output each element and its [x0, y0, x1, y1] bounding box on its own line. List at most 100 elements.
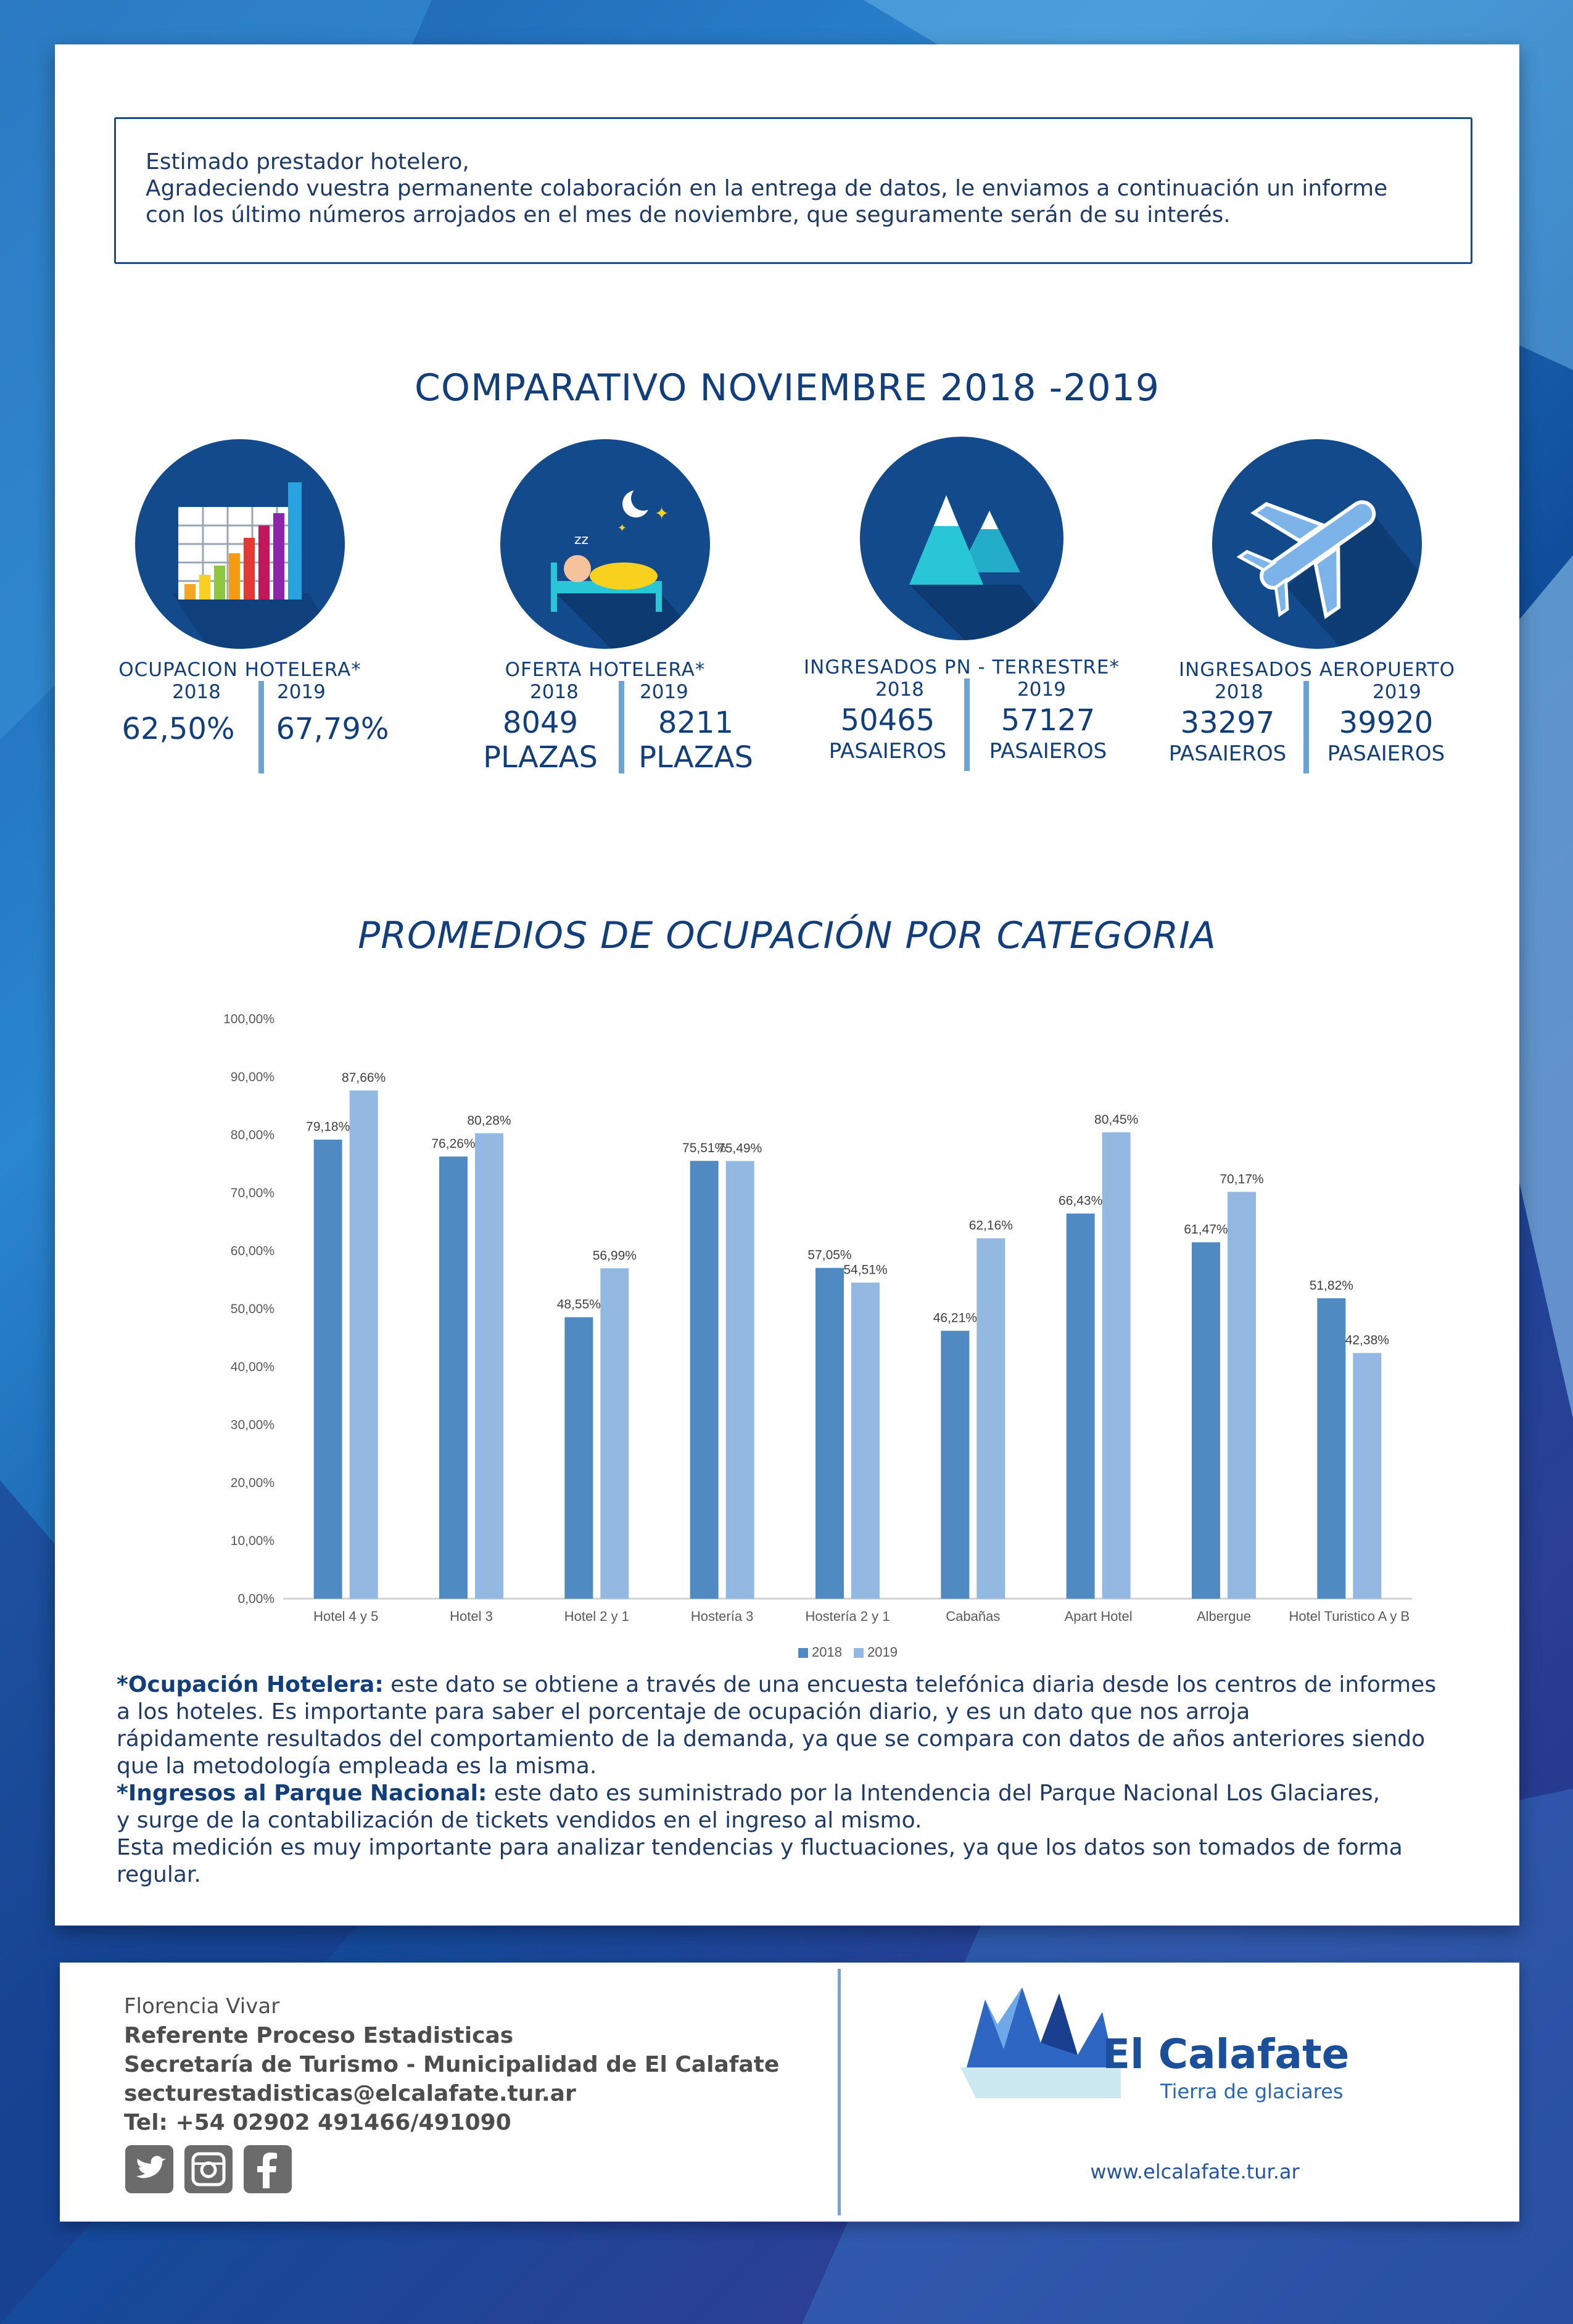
- legend-entry: 2019: [867, 1644, 898, 1660]
- contact-org: Secretaría de Turismo - Municipalidad de…: [124, 2052, 780, 2077]
- data-label: 42,38%: [1345, 1333, 1389, 1348]
- intro-greeting: Estimado prestador hotelero,: [146, 149, 469, 175]
- logo-text: El Calafate: [1102, 2030, 1350, 2078]
- intro-box: Estimado prestador hotelero, Agradeciend…: [114, 117, 1472, 264]
- bar-2018: [690, 1161, 719, 1599]
- bar-2019: [976, 1238, 1005, 1599]
- value-2019: 57127: [1001, 703, 1096, 738]
- bar-2018: [1066, 1213, 1095, 1599]
- legend-swatch: [798, 1648, 808, 1658]
- y-tick-label: 100,00%: [223, 1012, 275, 1026]
- note-occupancy-title: *Ocupación Hotelera:: [117, 1672, 384, 1697]
- data-label: 51,82%: [1310, 1279, 1353, 1293]
- value-2018-unit: PASAIEROS: [828, 739, 947, 764]
- year-2018: 2018: [530, 681, 579, 703]
- year-2019: 2019: [1373, 681, 1421, 703]
- bar-2018: [941, 1330, 970, 1599]
- note-park-title: *Ingresos al Parque Nacional:: [117, 1781, 487, 1806]
- contact-email[interactable]: secturestadisticas@elcalafate.tur.ar: [124, 2081, 576, 2106]
- x-tick-label: Hotel 3: [450, 1609, 493, 1624]
- note-occupancy: *Ocupación Hotelera: este dato se obtien…: [117, 1671, 1498, 1699]
- bar-2019: [1102, 1132, 1131, 1599]
- stat-label: INGRESADOS PN - TERRESTRE*: [804, 656, 1120, 678]
- bar-2018: [1317, 1298, 1346, 1599]
- note-park: *Ingresos al Parque Nacional: este dato …: [117, 1780, 1498, 1807]
- y-tick-label: 70,00%: [231, 1186, 275, 1200]
- note-occupancy-text: este dato se obtiene a través de una enc…: [383, 1672, 1437, 1697]
- svg-text:✦: ✦: [617, 522, 627, 535]
- occupancy-bar-chart: 0,00% 10,00% 20,00% 30,00% 40,00% 50,00% 60,00…: [223, 1012, 1412, 1660]
- bar-2019: [1353, 1353, 1382, 1599]
- value-2018: 8049: [502, 706, 579, 740]
- data-label: 75,49%: [718, 1141, 762, 1155]
- stat-divider: [258, 681, 264, 773]
- note-occupancy-line4: que la metodología empleada es la misma.: [117, 1753, 597, 1779]
- data-label: 62,16%: [969, 1219, 1013, 1233]
- data-label: 80,45%: [1094, 1113, 1138, 1127]
- contact-role: Referente Proceso Estadisticas: [124, 2023, 514, 2048]
- legend-entry: 2018: [812, 1644, 842, 1660]
- glacier-logo-icon: [960, 1987, 1121, 2098]
- stat-hotel-occupancy: OCUPACION HOTELERA* 2018 2019 62,50% 67,…: [67, 439, 413, 786]
- data-label: 76,26%: [431, 1137, 475, 1151]
- facebook-icon[interactable]: [244, 2145, 292, 2193]
- value-2019-unit: PASAIEROS: [989, 739, 1107, 764]
- note-occupancy-line2: a los hoteles. Es importante para saber …: [117, 1699, 1250, 1724]
- notes: *Ocupación Hotelera: este dato se obtien…: [117, 1671, 1498, 1889]
- bar-chart-icon: [135, 439, 345, 649]
- bar-2018: [1192, 1242, 1220, 1599]
- x-tick-label: Cabañas: [946, 1609, 1000, 1624]
- stat-hotel-offer: ✦ ✦ zz OFERTA HOTELERA* 2018 2019 8049 P…: [432, 439, 778, 786]
- twitter-icon[interactable]: [125, 2145, 173, 2193]
- value-2018: 50465: [840, 703, 935, 738]
- year-2019: 2019: [1017, 678, 1066, 701]
- y-tick-label: 30,00%: [231, 1418, 275, 1432]
- instagram-icon[interactable]: [184, 2145, 233, 2193]
- stat-label: OFERTA HOTELERA*: [505, 659, 706, 681]
- contact-phone: Tel: +54 02902 491466/491090: [124, 2110, 511, 2135]
- data-label: 48,55%: [557, 1298, 601, 1312]
- x-tick-label: Hotel 2 y 1: [564, 1609, 629, 1624]
- value-2018-unit: PLAZAS: [483, 740, 598, 775]
- website-link[interactable]: www.elcalafate.tur.ar: [1090, 2160, 1300, 2183]
- bar-2018: [313, 1139, 342, 1599]
- x-tick-label: Hostería 3: [691, 1609, 754, 1624]
- stat-divider: [964, 678, 970, 771]
- y-tick-label: 60,00%: [231, 1244, 275, 1258]
- data-label: 66,43%: [1059, 1194, 1102, 1208]
- stat-label: OCUPACION HOTELERA*: [118, 659, 361, 681]
- value-2019: 67,79%: [276, 712, 389, 746]
- data-label: 61,47%: [1184, 1222, 1228, 1237]
- data-label: 54,51%: [843, 1263, 887, 1277]
- mountains-icon: [860, 437, 1063, 640]
- note-park-line4: regular.: [117, 1862, 201, 1887]
- stat-divider: [619, 681, 624, 773]
- y-tick-label: 80,00%: [231, 1128, 275, 1142]
- bed-icon: ✦ ✦ zz: [500, 439, 710, 649]
- intro-text-2: con los último números arrojados en el m…: [146, 202, 1231, 228]
- x-tick-label: Hotel Turistico A y B: [1289, 1609, 1410, 1624]
- footer-divider: [838, 1969, 841, 2215]
- value-2018: 62,50%: [122, 712, 235, 746]
- y-tick-label: 90,00%: [231, 1070, 275, 1084]
- contact-name: Florencia Vivar: [124, 1994, 280, 2019]
- year-2019: 2019: [640, 681, 688, 703]
- data-label: 46,21%: [933, 1311, 977, 1325]
- comparison-title: COMPARATIVO NOVIEMBRE 2018 -2019: [415, 366, 1160, 410]
- note-park-line3: Esta medición es muy importante para ana…: [117, 1835, 1403, 1860]
- bar-2019: [349, 1090, 378, 1599]
- airplane-icon: [1212, 439, 1422, 649]
- value-2019-unit: PLAZAS: [638, 740, 753, 775]
- bar-2019: [475, 1133, 503, 1599]
- year-2018: 2018: [172, 681, 221, 703]
- data-label: 56,99%: [593, 1248, 637, 1263]
- data-label: 79,18%: [306, 1120, 350, 1134]
- category-title: PROMEDIOS DE OCUPACIÓN POR CATEGORIA: [358, 914, 1216, 957]
- data-label: 75,51%: [682, 1141, 726, 1155]
- stat-national-park: INGRESADOS PN - TERRESTRE* 2018 2019 504…: [789, 437, 1134, 783]
- x-tick-label: Hostería 2 y 1: [806, 1609, 890, 1624]
- year-2018: 2018: [875, 678, 924, 701]
- y-tick-label: 50,00%: [231, 1302, 275, 1316]
- logo-tagline: Tierra de glaciares: [1160, 2080, 1344, 2103]
- bar-2019: [725, 1161, 754, 1599]
